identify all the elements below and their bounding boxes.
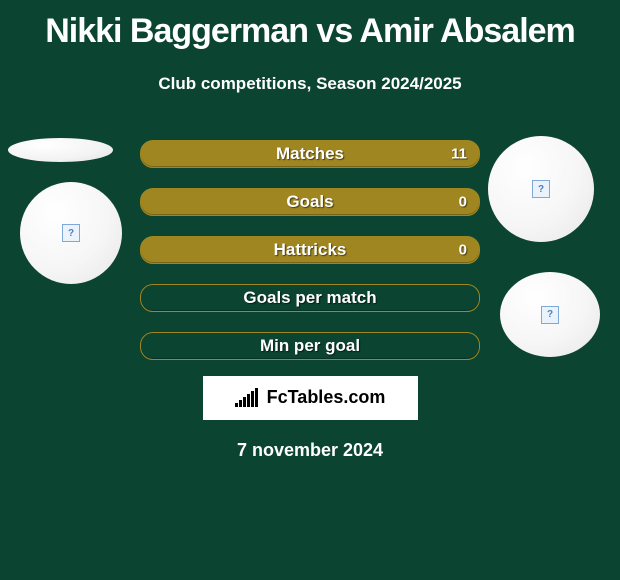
footer-brand-box[interactable]: FcTables.com [203,376,418,420]
stat-row-matches: Matches 11 [140,140,480,168]
left-avatar-halo [8,138,113,162]
left-avatar [20,182,122,284]
footer-brand-text: FcTables.com [267,387,386,408]
subtitle: Club competitions, Season 2024/2025 [0,74,620,94]
stat-value: 11 [451,145,467,162]
right-avatar-bottom [500,272,600,357]
stat-row-goals: Goals 0 [140,188,480,216]
stats-table: Matches 11 Goals 0 Hattricks 0 Goals per… [140,140,480,360]
page-title: Nikki Baggerman vs Amir Absalem [0,12,620,51]
image-placeholder-icon [532,180,550,198]
stat-row-min-per-goal: Min per goal [140,332,480,360]
fctables-logo-icon [235,388,258,407]
stat-value: 0 [459,193,467,210]
image-placeholder-icon [62,224,80,242]
image-placeholder-icon [541,306,559,324]
stat-row-goals-per-match: Goals per match [140,284,480,312]
stat-label: Hattricks [274,240,347,260]
stat-label: Goals [286,192,333,212]
footer-date: 7 november 2024 [0,440,620,461]
right-avatar-top [488,136,594,242]
stat-value: 0 [459,241,467,258]
stat-label: Min per goal [260,336,360,356]
stat-label: Matches [276,144,344,164]
stat-label: Goals per match [243,288,376,308]
stat-row-hattricks: Hattricks 0 [140,236,480,264]
